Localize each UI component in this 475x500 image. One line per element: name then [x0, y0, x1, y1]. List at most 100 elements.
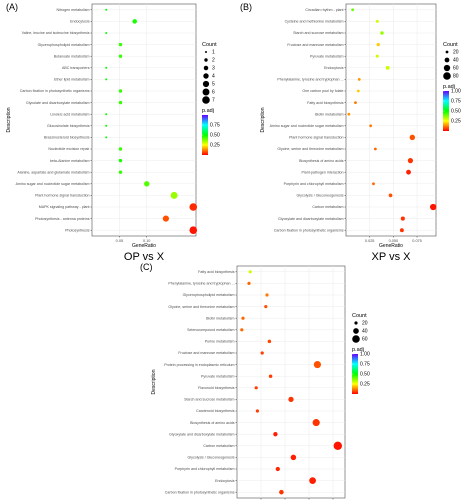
panel-a-point	[105, 136, 108, 139]
panel-b-y-tick-label: Endocytosis	[324, 66, 344, 70]
panel-b-y-tick-label: Carbon fixation in photosynthetic organi…	[274, 228, 344, 232]
panel-b-x-axis-title: GeneRatio	[379, 243, 403, 249]
panel-b-y-tick-label: Cysteine and methionine metabolism	[285, 20, 344, 24]
panel-b-x-tick-label: 0.025	[365, 239, 375, 243]
panel-a-size-legend-dot	[203, 73, 209, 79]
panel-a-y-tick-label: Linoleic acid metabolism	[50, 112, 89, 116]
panel-a-point	[170, 191, 178, 199]
panel-b-y-tick-label: Starch and sucrose metabolism	[293, 31, 343, 35]
panel-b-y-tick-label: Glycolysis / Gluconeogenesis	[297, 194, 344, 198]
panel-c-point	[313, 361, 321, 369]
panel-a-point	[118, 158, 123, 163]
panel-a-color-bar	[202, 115, 208, 155]
panel-a-size-legend-dot	[205, 51, 207, 53]
panel-a-color-legend-title: p.adj	[202, 108, 214, 114]
panel-a-x-tick-label: 0.10	[143, 239, 150, 243]
panel-c-y-tick-label: Fatty acid biosynthesis	[198, 270, 235, 274]
panel-b-point	[369, 124, 373, 128]
panel-a-y-tick-label: Amino sugar and nucleotide sugar metabol…	[16, 182, 90, 186]
panel-a-point	[144, 181, 150, 187]
panel-b-point	[388, 193, 393, 198]
panel-b-point	[357, 78, 361, 81]
panel-c-point	[248, 270, 252, 274]
panel-c-point	[309, 477, 316, 484]
panel-a-y-tick-label: Nucleotide excision repair	[48, 147, 90, 151]
panel-b-y-tick-label: Fatty acid biosynthesis	[307, 101, 344, 105]
panel-a-y-tick-label: Glucosinolate biosynthesis	[47, 124, 90, 128]
panel-a-point	[118, 54, 123, 58]
panel-c-y-tick-label: Glycolysis / Gluconeogenesis	[188, 456, 235, 460]
panel-b-point	[373, 147, 377, 151]
panel-c-color-bar-label: 0.50	[360, 372, 370, 378]
panel-a-y-axis-title: Description	[6, 107, 12, 132]
panel-c-point	[267, 339, 272, 344]
panel-c-color-bar	[352, 354, 358, 394]
panel-c-point	[333, 441, 343, 451]
panel-a-point	[105, 113, 108, 116]
panel-c-y-tick-label: Purine metabolism	[205, 340, 235, 344]
panel-b-y-tick-label: Biotin metabolism	[315, 112, 343, 116]
panel-b-color-bar-label: 0.50	[451, 109, 461, 115]
panel-c-y-tick-label: Selenocompound metabolism	[187, 328, 234, 332]
panel-a-point	[105, 78, 108, 81]
panel-c-y-tick-label: Phenylalanine, tyrosine and tryptophan .…	[168, 282, 234, 286]
panel-a-color-bar-label: 0.75	[210, 123, 220, 129]
panel-a-size-legend-dot	[202, 80, 210, 88]
panel-c-size-legend-label: 60	[362, 337, 368, 343]
panel-c-size-legend-dot	[352, 335, 360, 343]
panel-b-point	[354, 101, 357, 104]
panel-c-size-legend-label: 40	[362, 329, 368, 335]
panel-c-point	[240, 328, 244, 332]
panel-c-point	[247, 281, 251, 285]
panel-a-point	[105, 124, 108, 127]
panel-a-point	[118, 42, 123, 47]
panel-c-color-bar-label: 0.75	[360, 362, 370, 368]
panel-c-point	[275, 466, 280, 472]
panel-a-y-tick-label: Butanoate metabolism	[54, 54, 90, 58]
panel-b-size-legend-dot	[444, 57, 450, 63]
panel-a-point	[132, 19, 137, 24]
panel-a-point	[118, 170, 123, 174]
panel-c-y-axis-title: Description	[151, 369, 157, 394]
panel-b-y-tick-label: Plant hormone signal transduction	[289, 136, 343, 140]
panel-c-y-tick-label: Glycerophospholipid metabolism	[183, 293, 235, 297]
panel-b-y-tick-label: Glyoxylate and dicarboxylate metabolism	[278, 217, 343, 221]
panel-b-point	[429, 203, 437, 211]
panel-a-size-legend-title: Count	[202, 42, 217, 48]
panel-b-y-tick-label: Biosynthesis of amino acids	[299, 159, 344, 163]
panel-c-point	[255, 409, 259, 413]
panel-a-size-legend-label: 3	[212, 66, 215, 72]
panel-a-y-tick-label: Alanine, aspartate and glutamate metabol…	[17, 170, 89, 174]
panel-b-size-legend-dot	[445, 50, 449, 54]
panel-b-size-legend-label: 60	[453, 66, 459, 72]
panel-c-color-bar-label: 0.25	[360, 382, 370, 388]
panel-a-size-legend-label: 7	[212, 98, 215, 104]
panel-b-y-tick-label: Circadian rhythm - plant	[305, 8, 343, 12]
panel-b-size-legend-label: 80	[453, 74, 459, 80]
panel-a-y-tick-label: ABC transporters	[62, 66, 90, 70]
panel-a-y-tick-label: Photosynthesis	[65, 228, 90, 232]
panel-a-size-legend-label: 1	[212, 50, 215, 56]
panel-a-plot-area	[91, 3, 197, 237]
panel-a-y-tick-label: Plant hormone signal transduction	[35, 194, 89, 198]
panel-b-point	[385, 65, 390, 70]
panel-c-point	[288, 396, 294, 403]
panel-b-color-bar-label: 0.75	[451, 99, 461, 105]
panel-c-y-tick-label: Biosynthesis of amino acids	[190, 421, 235, 425]
panel-a-point	[162, 215, 169, 222]
panel-b-color-bar-label: 1.00	[451, 89, 461, 95]
panel-b-y-tick-label: Carbon metabolism	[312, 205, 343, 209]
panel-c-point	[312, 419, 320, 427]
panel-b-y-tick-label: Pyruvate metabolism	[310, 54, 344, 58]
panel-b-plot-area	[345, 3, 437, 237]
panel-a-size-legend-label: 4	[212, 74, 215, 80]
panel-a-size-legend-label: 6	[212, 90, 215, 96]
panel-a-y-tick-label: Ether lipid metabolism	[54, 78, 89, 82]
panel-b-comparison-label: XP vs X	[372, 251, 412, 263]
panel-b-y-tick-label: One carbon pool by folate	[302, 89, 343, 93]
panel-a-point	[189, 203, 198, 211]
panel-a-color-bar-label: 0.50	[210, 133, 220, 139]
panel-c-y-tick-label: Glyoxylate and dicarboxylate metabolism	[169, 432, 234, 436]
panel-b-point	[356, 89, 360, 93]
